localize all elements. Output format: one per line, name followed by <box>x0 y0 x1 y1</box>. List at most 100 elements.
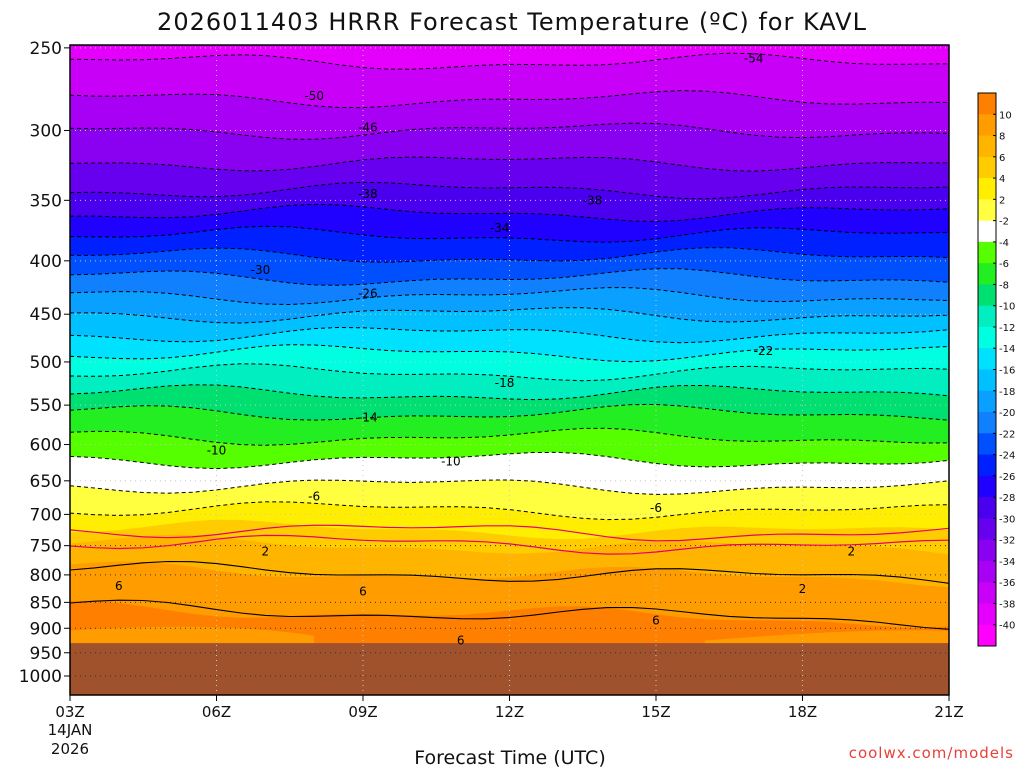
y-tick-label: 300 <box>30 121 62 141</box>
x-tick-label: 15Z <box>641 703 670 721</box>
colorbar-swatch <box>978 178 996 200</box>
contour-label: -26 <box>358 287 378 301</box>
colorbar: 10 8 6 4 2 -2 -4 -6 -8 -10 -12 -14 -16 -18 -20 -22 -24 -2… <box>977 92 1015 647</box>
contour-value-label: 6 <box>652 614 660 628</box>
contour-value-label: 6 <box>115 579 123 593</box>
colorbar-swatch <box>978 241 996 264</box>
contour-value-label: -46 <box>358 120 378 134</box>
contour-value-label: -18 <box>495 376 515 390</box>
start-date-day: 14JAN <box>48 721 93 739</box>
colorbar-swatch <box>978 263 996 285</box>
contour-label: 2 <box>848 545 856 559</box>
colorbar-swatch <box>978 114 996 137</box>
colorbar-swatch <box>978 475 996 498</box>
colorbar-label: -34 <box>999 557 1015 568</box>
warm-contour <box>70 560 949 584</box>
colorbar-label: -32 <box>999 536 1015 547</box>
colorbar-label: -2 <box>999 217 1009 228</box>
contour-line <box>70 363 949 382</box>
contour-label: -18 <box>495 376 515 390</box>
colorbar-swatch <box>978 518 996 541</box>
x-axis: 03Z 06Z 09Z 12Z 15Z 18Z 21Z <box>55 695 964 721</box>
contour-value-label: -50 <box>304 89 324 103</box>
y-tick-label: 850 <box>30 593 62 613</box>
colorbar-swatch <box>978 93 996 115</box>
colorbar-swatch <box>978 326 996 349</box>
colorbar-swatch <box>978 433 996 456</box>
contour-value-label: -38 <box>583 193 603 207</box>
contour-label: -10 <box>441 455 461 469</box>
contour-label: -14 <box>358 410 378 424</box>
colorbar-label: 8 <box>999 132 1005 143</box>
colorbar-label: -28 <box>999 493 1015 504</box>
colorbar-label: -38 <box>999 599 1015 610</box>
colorbar-label: -24 <box>999 451 1015 462</box>
colorbar-label: -40 <box>999 621 1015 632</box>
contour-value-label: 6 <box>359 585 367 599</box>
freezing-contour <box>70 524 949 542</box>
contour-label: -54 <box>744 52 764 66</box>
x-tick-label: 06Z <box>202 703 231 721</box>
contour-label: 6 <box>359 585 367 599</box>
x-tick-label: 21Z <box>934 703 963 721</box>
contour-label: 6 <box>652 614 660 628</box>
colorbar-label: -36 <box>999 578 1015 589</box>
contour-value-label: -26 <box>358 287 378 301</box>
contour-label: -38 <box>358 187 378 201</box>
contour-value-label: -22 <box>754 344 774 358</box>
colorbar-swatch <box>978 156 996 179</box>
colorbar-label: -22 <box>999 429 1015 440</box>
contour-value-label: -38 <box>358 187 378 201</box>
colorbar-swatch <box>978 390 996 413</box>
colorbar-swatch <box>978 284 996 307</box>
x-tick-label: 03Z <box>55 703 84 721</box>
colorbar-swatch <box>978 199 996 222</box>
chart-title: 2026011403 HRRR Forecast Temperature (ºC… <box>157 8 867 36</box>
x-axis-label: Forecast Time (UTC) <box>414 747 605 768</box>
colorbar-swatch <box>978 497 996 519</box>
colorbar-swatch <box>978 220 996 243</box>
x-tick-label: 18Z <box>788 703 817 721</box>
contour-value-label: 2 <box>799 582 807 596</box>
colorbar-swatch <box>978 582 996 604</box>
colorbar-swatch <box>978 539 996 562</box>
contour-label: -34 <box>490 221 510 235</box>
colorbar-swatch <box>978 305 996 328</box>
credit-link[interactable]: coolwx.com/models <box>849 744 1014 762</box>
contour-line <box>70 501 949 521</box>
contour-label: -30 <box>251 263 271 277</box>
y-tick-label: 350 <box>30 191 62 211</box>
contour-label: -6 <box>650 501 662 515</box>
colorbar-swatch <box>978 560 996 583</box>
contour-value-label: 6 <box>457 634 465 648</box>
colorbar-label: -26 <box>999 472 1015 483</box>
colorbar-swatch <box>978 412 996 434</box>
colorbar-label: -16 <box>999 366 1015 377</box>
y-tick-label: 800 <box>30 566 62 586</box>
contour-lines: -58-50-46-38 -38-34-30-26-22-18-14-10-10-… <box>70 52 949 648</box>
colorbar-label: -4 <box>999 238 1009 249</box>
contour-value-label: -10 <box>441 455 461 469</box>
colorbar-swatch <box>978 348 996 370</box>
colorbar-swatch <box>978 369 996 392</box>
contour-value-label: 2 <box>848 545 856 559</box>
contour-line <box>70 427 949 446</box>
colorbar-label: 6 <box>999 153 1005 164</box>
freezing-contour <box>70 534 949 555</box>
contour-value-label: 2 <box>262 545 270 559</box>
x-tick-label: 12Z <box>495 703 524 721</box>
contour-value-label: -14 <box>358 410 378 424</box>
colorbar-label: 2 <box>999 195 1005 206</box>
contour-label: -10 <box>207 444 227 458</box>
colorbar-label: -12 <box>999 323 1015 334</box>
colorbar-label: 10 <box>999 110 1012 121</box>
y-tick-label: 700 <box>30 505 62 525</box>
colorbar-label: -10 <box>999 302 1015 313</box>
colorbar-label: -30 <box>999 514 1015 525</box>
contour-label: 6 <box>115 579 123 593</box>
colorbar-label: -14 <box>999 344 1015 355</box>
y-tick-label: 1000 <box>19 667 62 687</box>
y-tick-label: 600 <box>30 436 62 456</box>
